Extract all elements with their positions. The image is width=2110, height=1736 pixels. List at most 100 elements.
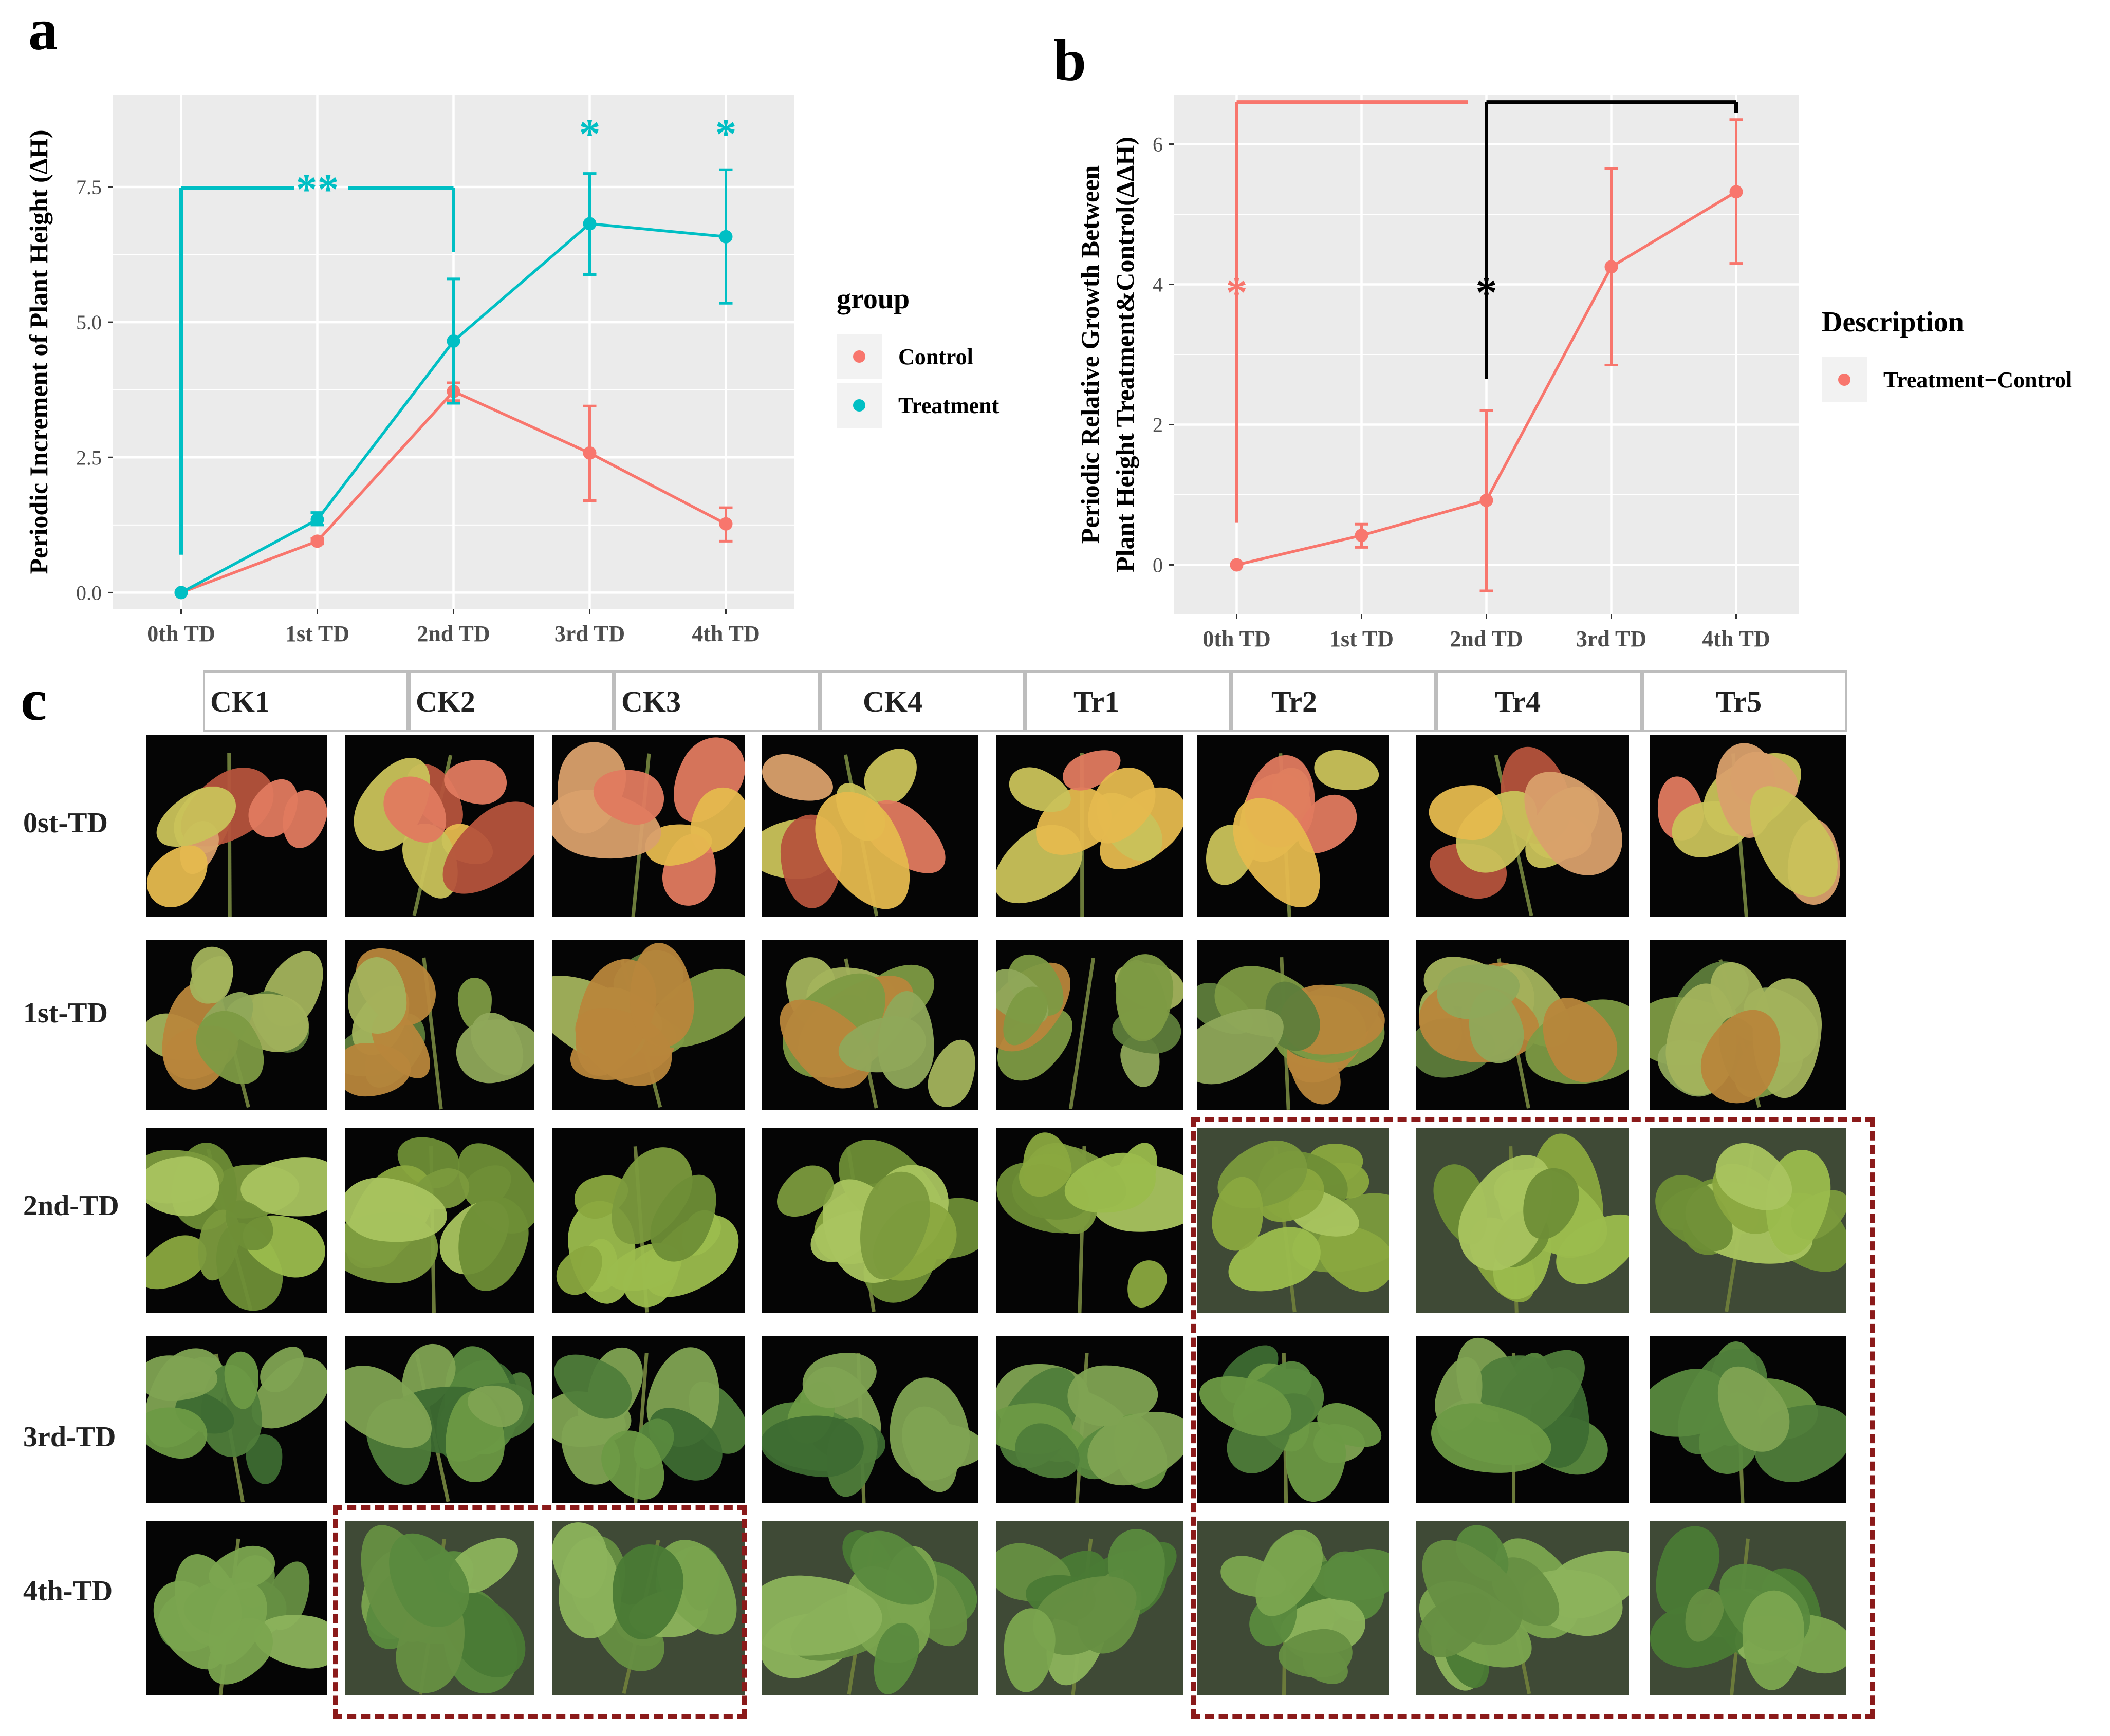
plant-photo xyxy=(1197,1128,1389,1313)
plant-photo xyxy=(345,735,534,917)
row-header-4th-td: 4th-TD xyxy=(23,1575,113,1607)
row-header-3rd-td: 3rd-TD xyxy=(23,1421,116,1453)
plant-photo xyxy=(996,1128,1183,1313)
plant-photo xyxy=(996,735,1183,917)
legend-marker xyxy=(1838,374,1850,386)
plant-photo xyxy=(1416,1336,1629,1503)
data-point xyxy=(1479,493,1493,507)
plant-photo xyxy=(1650,1336,1846,1503)
plant-photo xyxy=(1416,1521,1629,1695)
column-header-ck3: CK3 xyxy=(614,670,820,732)
data-point xyxy=(174,586,188,600)
y-tick-label: 0.0 xyxy=(76,581,102,604)
data-point xyxy=(310,534,324,548)
series-treatment-control xyxy=(1230,118,1743,592)
plant-photo xyxy=(1197,940,1389,1110)
plant-photo xyxy=(996,1336,1183,1503)
row-header-0st-td: 0st-TD xyxy=(23,807,108,839)
plant-photo xyxy=(1650,940,1846,1110)
plant-photo xyxy=(552,1128,745,1313)
legend-label: Treatment−Control xyxy=(1883,367,2072,393)
column-header-tr4: Tr4 xyxy=(1436,670,1642,732)
data-point xyxy=(310,513,324,527)
plant-photo xyxy=(996,940,1183,1110)
column-header-tr2: Tr2 xyxy=(1231,670,1436,732)
plant-photo xyxy=(1197,1336,1389,1503)
plant-photo xyxy=(146,940,327,1110)
plant-photo xyxy=(345,1128,534,1313)
legend-label: Treatment xyxy=(898,393,1000,418)
x-tick-label: 1st TD xyxy=(1329,626,1394,651)
y-tick-label: 0 xyxy=(1153,553,1163,576)
x-tick-label: 2nd TD xyxy=(417,621,490,646)
legend-marker xyxy=(853,350,865,363)
series-treatment xyxy=(174,168,733,600)
y-tick-label: 7.5 xyxy=(76,176,102,199)
row-header-2nd-td: 2nd-TD xyxy=(23,1190,119,1222)
plant-photo xyxy=(1416,940,1629,1110)
legend-title: Description xyxy=(1822,306,1964,338)
data-point xyxy=(1729,185,1743,199)
plant-photo xyxy=(345,940,534,1110)
panel-label-a: a xyxy=(28,0,58,62)
plant-photo xyxy=(552,1336,745,1503)
legend-title: group xyxy=(837,283,910,315)
plant-photo xyxy=(1650,1521,1846,1695)
plant-photo xyxy=(345,1521,534,1695)
x-tick-label: 1st TD xyxy=(285,621,349,646)
data-point xyxy=(583,446,597,460)
significance-star: * xyxy=(579,110,601,158)
plant-photo xyxy=(1650,1128,1846,1313)
data-point xyxy=(1355,529,1368,543)
plant-photo xyxy=(762,735,978,917)
leaf-shape xyxy=(883,1373,974,1485)
significance-star: ** xyxy=(296,165,339,213)
plant-photo xyxy=(762,1336,978,1503)
significance-bracket xyxy=(179,186,455,555)
plant-photo xyxy=(762,940,978,1110)
plant-photo xyxy=(146,1336,327,1503)
highlight-box-ck2-ck3-4th xyxy=(333,1505,747,1719)
leaf-shape xyxy=(1310,745,1382,796)
highlight-box-tr-flowering xyxy=(1191,1117,1875,1719)
x-tick-label: 4th TD xyxy=(692,621,760,646)
data-point xyxy=(447,334,460,348)
plant-photo xyxy=(552,940,745,1110)
row-header-1st-td: 1st-TD xyxy=(23,997,108,1029)
panel-label-c: c xyxy=(21,667,47,733)
plant-photo xyxy=(146,735,327,917)
x-tick-label: 4th TD xyxy=(1702,626,1770,651)
data-point xyxy=(719,517,733,531)
plant-photo xyxy=(146,1521,327,1695)
plant-photo xyxy=(762,1521,978,1695)
plant-photo xyxy=(996,1521,1183,1695)
significance-bracket xyxy=(1235,100,1468,523)
plant-photo xyxy=(1197,1521,1389,1695)
plant-photo xyxy=(1650,735,1846,917)
column-header-tr1: Tr1 xyxy=(1025,670,1231,732)
y-tick-label: 4 xyxy=(1153,273,1163,296)
column-header-ck2: CK2 xyxy=(409,670,614,732)
data-point xyxy=(1230,558,1244,572)
x-tick-label: 3rd TD xyxy=(554,621,625,646)
legend-marker xyxy=(853,399,865,412)
significance-star: * xyxy=(1476,269,1497,316)
y-tick-label: 6 xyxy=(1153,133,1163,156)
y-tick-label: 2 xyxy=(1153,413,1163,436)
y-axis-label: Periodic Relative Growth Between xyxy=(1076,165,1104,544)
plant-photo xyxy=(552,1521,745,1695)
y-tick-label: 5.0 xyxy=(76,311,102,334)
x-tick-label: 0th TD xyxy=(147,621,215,646)
plant-photo xyxy=(1416,1128,1629,1313)
significance-star: * xyxy=(1226,269,1248,316)
chart-a: 0.0 2.5 5.0 7.5 0th TD 1st TD 2nd TD 3rd TD 4th … xyxy=(24,95,1000,646)
plant-photo xyxy=(345,1336,534,1503)
x-tick-label: 3rd TD xyxy=(1576,626,1646,651)
column-header-tr5: Tr5 xyxy=(1642,670,1847,732)
significance-star: * xyxy=(715,110,737,158)
leaf-shape xyxy=(1428,785,1503,841)
leaf-shape xyxy=(1119,1254,1174,1313)
column-header-ck1: CK1 xyxy=(203,670,409,732)
stem-shape xyxy=(1068,958,1095,1109)
leaf-shape xyxy=(146,1155,219,1217)
